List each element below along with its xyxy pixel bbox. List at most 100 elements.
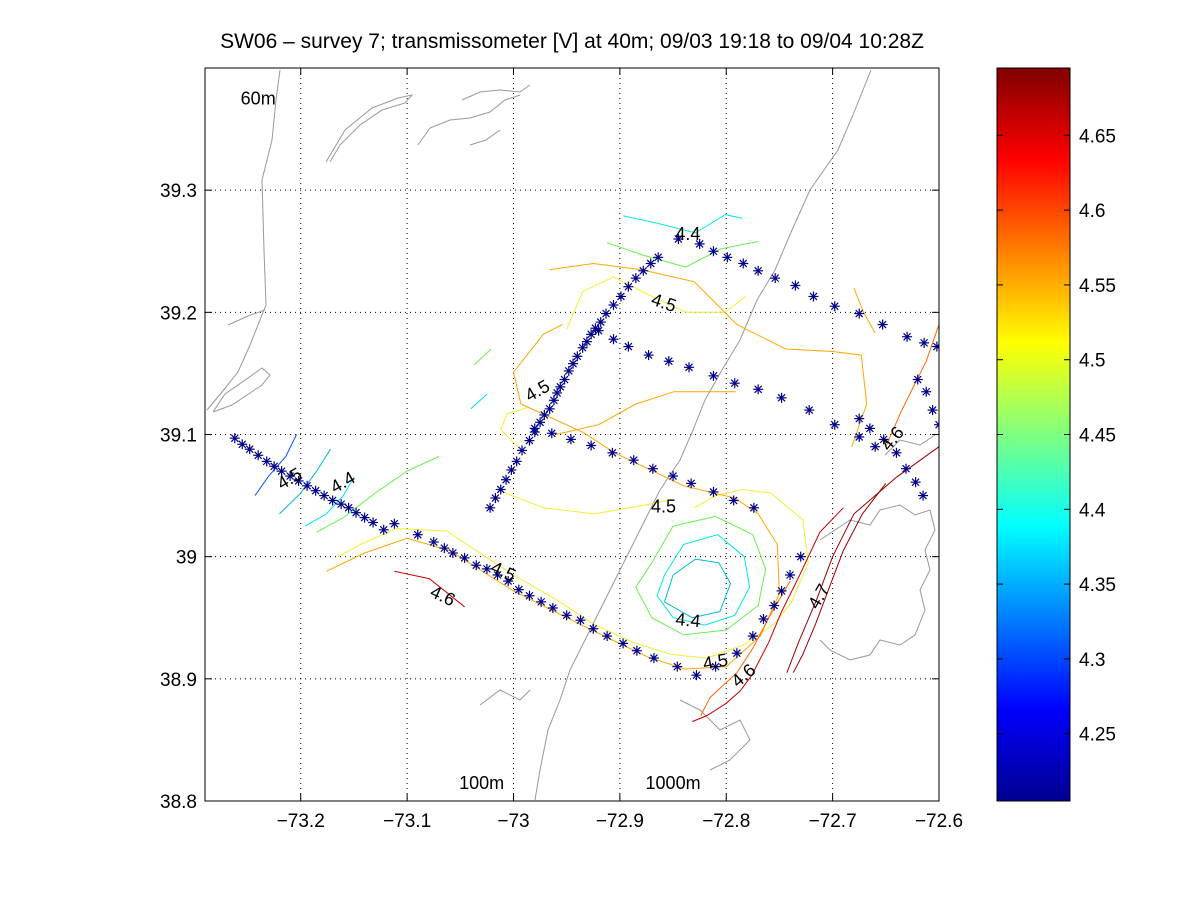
station-marker (447, 548, 458, 559)
station-marker (653, 252, 664, 263)
isobath-deep-a (479, 689, 531, 706)
station-marker (577, 342, 588, 353)
isobath-label: 1000m (646, 773, 701, 793)
station-marker (276, 466, 287, 477)
station-marker (351, 507, 362, 518)
station-marker (593, 325, 604, 336)
station-marker (638, 265, 649, 276)
station-marker (748, 502, 759, 513)
station-marker (877, 319, 888, 330)
station-marker (524, 590, 535, 601)
x-tick-label: −73.1 (383, 811, 431, 832)
station-marker (547, 602, 558, 613)
station-marker (643, 350, 654, 361)
plot-area (205, 68, 939, 801)
contour-label: 4.4 (675, 224, 700, 244)
station-marker (729, 378, 740, 389)
station-marker (623, 341, 634, 352)
isobath-fragment-e (469, 129, 501, 146)
station-marker (623, 281, 634, 292)
colorbar-ticks: 4.25 4.3 4.35 4.4 4.45 4.5 4.55 4.6 4.65 (997, 126, 1116, 746)
colorbar-tick-label: 4.45 (1079, 426, 1116, 447)
station-marker (808, 291, 819, 302)
isobath-fragment-c (417, 94, 521, 146)
contour-line-4-5 (500, 407, 528, 448)
station-marker (439, 543, 450, 554)
contour-line-4-35 (663, 558, 732, 619)
contour-label: 4.5 (651, 497, 676, 517)
x-tick-label: −72.9 (596, 811, 644, 832)
colorbar-tick-label: 4.6 (1079, 201, 1105, 222)
station-marker (555, 381, 566, 392)
x-axis: −73.2 −73.1 −73 −72.9 −72.8 −72.7 −72.6 (277, 68, 963, 832)
contour-line-4-55 (853, 287, 876, 334)
station-marker (804, 405, 815, 416)
station-marker (645, 258, 656, 269)
station-marker (708, 486, 719, 497)
station-marker (244, 444, 255, 455)
station-marker (501, 474, 512, 485)
contour-line-4-55 (549, 262, 868, 447)
x-tick-label: −73.2 (277, 811, 325, 832)
station-marker (588, 623, 599, 634)
isobath-100m-fragment (212, 367, 271, 413)
station-marker (790, 280, 801, 291)
station-marker (490, 493, 501, 504)
y-tick-label: 38.9 (160, 670, 197, 691)
station-marker (368, 517, 379, 528)
station-marker (691, 670, 702, 681)
colorbar-tick-label: 4.4 (1079, 500, 1106, 521)
station-marker (753, 384, 764, 395)
contour-line-4-45 (606, 241, 759, 268)
station-marker (829, 419, 840, 430)
x-tick-label: −72.6 (915, 811, 963, 832)
station-marker (630, 273, 641, 284)
station-marker (293, 475, 304, 486)
x-tick-label: −72.8 (702, 811, 750, 832)
station-marker (738, 258, 749, 269)
station-marker (776, 392, 787, 403)
station-marker (694, 238, 705, 249)
station-marker (628, 455, 639, 466)
station-marker (581, 336, 592, 347)
station-marker (517, 445, 528, 456)
isobath-fragment-d (461, 84, 531, 101)
station-marker (918, 490, 929, 501)
contour-lines (254, 214, 939, 723)
station-marker (495, 484, 506, 495)
station-marker (575, 615, 586, 626)
station-marker (481, 563, 492, 574)
station-marker (776, 585, 787, 596)
station-marker (561, 610, 572, 621)
station-marker (389, 518, 400, 529)
station-marker (513, 584, 524, 595)
y-tick-label: 38.8 (160, 792, 197, 813)
station-marker (927, 405, 938, 416)
colorbar (996, 67, 1071, 802)
station-marker (902, 331, 913, 342)
station-marker (261, 456, 272, 467)
station-marker (912, 374, 923, 385)
contour-label: 4.4 (675, 609, 702, 631)
station-marker (336, 499, 347, 510)
station-marker (686, 478, 697, 489)
station-marker (921, 386, 932, 397)
station-marker (769, 600, 780, 611)
station-marker (770, 273, 781, 284)
station-marker (710, 661, 721, 672)
colorbar-tick-label: 4.3 (1079, 650, 1105, 671)
isobath-fragment-a (227, 309, 266, 326)
contour-line-4-7 (786, 446, 939, 673)
station-marker (269, 461, 280, 472)
chart-title: SW06 – survey 7; transmissometer [V] at … (220, 30, 924, 53)
isobath-label: 60m (241, 89, 276, 109)
y-tick-label: 39.3 (160, 181, 197, 202)
station-marker (524, 435, 535, 446)
station-marker (891, 447, 902, 458)
isobath-deep-d (679, 699, 751, 771)
contour-line-4-45 (635, 515, 767, 636)
station-marker (586, 440, 597, 451)
station-marker (829, 301, 840, 312)
station-markers (229, 234, 939, 681)
